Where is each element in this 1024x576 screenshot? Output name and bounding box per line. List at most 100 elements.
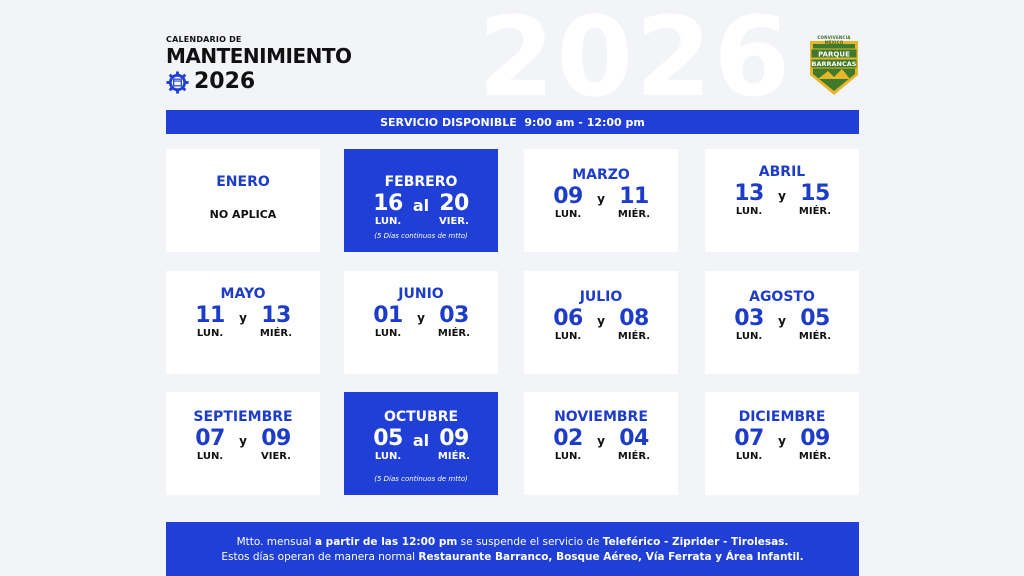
date-column: 11 LUN.	[186, 304, 234, 340]
weekday-label: MIÉR.	[437, 328, 471, 339]
weekday-label: LUN.	[196, 451, 224, 462]
page-title: MANTENIMIENTO	[166, 44, 352, 68]
month-name: MAYO	[220, 286, 266, 302]
day-number: 03	[734, 306, 764, 331]
range-connector: al	[412, 196, 430, 215]
month-card-diciembre: DICIEMBRE 07 LUN. y 09 MIÉR.	[705, 392, 859, 495]
day-number: 20	[439, 191, 469, 216]
date-column: 02 LUN.	[544, 427, 592, 463]
weekday-label: LUN.	[374, 216, 402, 227]
month-name: OCTUBRE	[383, 409, 459, 425]
day-number: 16	[373, 191, 403, 216]
weekday-label: LUN.	[554, 209, 582, 220]
month-name: JUNIO	[398, 286, 444, 302]
date-range: 16 LUN. al 20 VIER.	[344, 192, 498, 228]
date-range: 05 LUN. al 09 MIÉR.	[344, 427, 498, 463]
month-name: ABRIL	[758, 164, 806, 180]
date-column: 08 MIÉR.	[610, 307, 658, 343]
weekday-label: LUN.	[735, 206, 763, 217]
footer-note: Mtto. mensual a partir de las 12:00 pm s…	[166, 522, 859, 576]
date-range: 01 LUN. y 03 MIÉR.	[344, 304, 498, 340]
date-range: 07 LUN. y 09 VIER.	[166, 427, 320, 463]
day-number: 05	[373, 426, 403, 451]
range-connector: y	[778, 314, 786, 328]
parque-barrancas-logo: PARQUE BARRANCAS	[810, 41, 858, 95]
day-number: 07	[734, 426, 764, 451]
date-column: 09 MIÉR.	[430, 427, 478, 463]
date-column: 16 LUN.	[364, 192, 412, 228]
date-column: 07 LUN.	[725, 427, 773, 463]
month-card-enero: ENERO NO APLICA	[166, 149, 320, 252]
day-number: 03	[439, 303, 469, 328]
date-column: 09 VIER.	[252, 427, 300, 463]
date-range: 13 LUN. y 15 MIÉR.	[705, 182, 859, 218]
date-column: 03 MIÉR.	[430, 304, 478, 340]
day-number: 09	[261, 426, 291, 451]
date-column: 05 MIÉR.	[791, 307, 839, 343]
day-number: 09	[439, 426, 469, 451]
month-card-junio: JUNIO 01 LUN. y 03 MIÉR.	[344, 271, 498, 374]
month-card-julio: JULIO 06 LUN. y 08 MIÉR.	[524, 271, 678, 374]
weekday-label: LUN.	[735, 451, 763, 462]
range-connector: y	[239, 311, 247, 325]
date-column: 01 LUN.	[364, 304, 412, 340]
weekday-label: LUN.	[554, 451, 582, 462]
gear-calendar-icon	[166, 71, 189, 94]
date-column: 13 MIÉR.	[252, 304, 300, 340]
date-range: 06 LUN. y 08 MIÉR.	[524, 307, 678, 343]
month-card-octubre: OCTUBRE 05 LUN. al 09 MIÉR. (5 Días continuos …	[344, 392, 498, 495]
weekday-label: VIER.	[261, 451, 291, 462]
date-range: 02 LUN. y 04 MIÉR.	[524, 427, 678, 463]
day-number: 01	[373, 303, 403, 328]
title-small: CALENDARIO DE	[166, 35, 242, 44]
day-number: 04	[619, 426, 649, 451]
month-name: FEBRERO	[384, 174, 458, 190]
date-column: 15 MIÉR.	[791, 182, 839, 218]
date-range: 11 LUN. y 13 MIÉR.	[166, 304, 320, 340]
continuous-maintenance-note: (5 Días continuos de mtto)	[374, 232, 468, 240]
date-range: 03 LUN. y 05 MIÉR.	[705, 307, 859, 343]
weekday-label: MIÉR.	[798, 331, 832, 342]
weekday-label: MIÉR.	[617, 451, 651, 462]
date-column: 13 LUN.	[725, 182, 773, 218]
month-name: MARZO	[572, 167, 630, 183]
month-name: SEPTIEMBRE	[193, 409, 293, 425]
range-connector: al	[412, 431, 430, 450]
weekday-label: MIÉR.	[798, 451, 832, 462]
date-column: 03 LUN.	[725, 307, 773, 343]
weekday-label: LUN.	[196, 328, 224, 339]
date-range: 09 LUN. y 11 MIÉR.	[524, 185, 678, 221]
date-column: 09 LUN.	[544, 185, 592, 221]
month-card-marzo: MARZO 09 LUN. y 11 MIÉR.	[524, 149, 678, 252]
month-name: ENERO	[216, 174, 270, 190]
day-number: 13	[261, 303, 291, 328]
day-number: 02	[553, 426, 583, 451]
title-year: 2026	[194, 69, 256, 94]
date-column: 09 MIÉR.	[791, 427, 839, 463]
day-number: 13	[734, 181, 764, 206]
logo-top-text: CONVIVENCIA MÉXICO	[817, 35, 851, 45]
weekday-label: VIER.	[439, 216, 469, 227]
range-connector: y	[417, 311, 425, 325]
day-number: 09	[800, 426, 830, 451]
date-column: 11 MIÉR.	[610, 185, 658, 221]
continuous-maintenance-note: (5 Días continuos de mtto)	[374, 475, 468, 483]
day-number: 11	[619, 184, 649, 209]
svg-text:PARQUE: PARQUE	[818, 51, 850, 59]
range-connector: y	[778, 434, 786, 448]
month-name: DICIEMBRE	[738, 409, 826, 425]
date-range: 07 LUN. y 09 MIÉR.	[705, 427, 859, 463]
month-card-febrero: FEBRERO 16 LUN. al 20 VIER. (5 Días continuos …	[344, 149, 498, 252]
weekday-label: LUN.	[374, 451, 402, 462]
weekday-label: LUN.	[374, 328, 402, 339]
date-column: 07 LUN.	[186, 427, 234, 463]
day-number: 05	[800, 306, 830, 331]
date-column: 05 LUN.	[364, 427, 412, 463]
svg-text:BARRANCAS: BARRANCAS	[812, 60, 857, 68]
month-card-agosto: AGOSTO 03 LUN. y 05 MIÉR.	[705, 271, 859, 374]
date-column: 04 MIÉR.	[610, 427, 658, 463]
weekday-label: MIÉR.	[617, 331, 651, 342]
day-number: 08	[619, 306, 649, 331]
month-card-septiembre: SEPTIEMBRE 07 LUN. y 09 VIER.	[166, 392, 320, 495]
weekday-label: MIÉR.	[798, 206, 832, 217]
